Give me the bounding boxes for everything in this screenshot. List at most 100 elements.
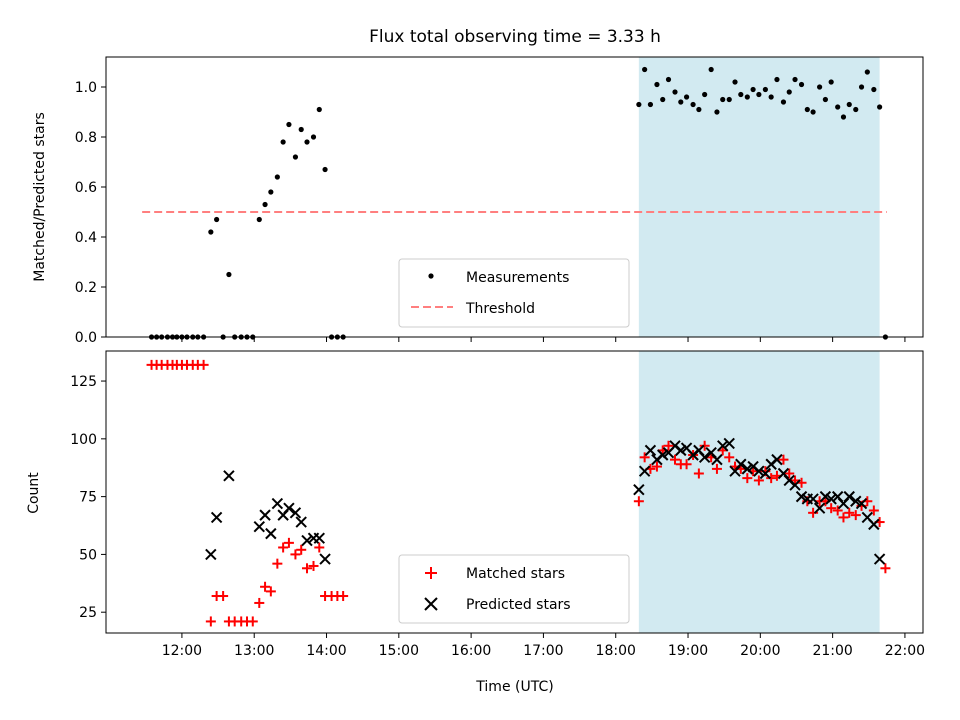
measurement-point [226, 271, 232, 278]
predicted-star-point [675, 444, 687, 457]
predicted-star-point [259, 509, 271, 521]
measurement-point [871, 86, 877, 93]
predicted-star-point [205, 548, 217, 561]
measurement-point [817, 84, 823, 90]
measurement-point [792, 76, 798, 83]
matched-star-point [711, 463, 722, 474]
measurement-point [846, 101, 852, 108]
measurement-point [654, 81, 660, 88]
measurement-point [756, 91, 762, 98]
matched-star-point [296, 544, 307, 555]
measurement-point [678, 99, 684, 105]
x-tick-label: 20:00 [740, 643, 780, 659]
top-plot-frame [105, 56, 924, 338]
measurement-point [750, 86, 756, 93]
predicted-star-point [638, 465, 651, 477]
matched-star-point [753, 475, 764, 486]
predicted-star-point [698, 451, 711, 464]
bottom-y-tick-label: 25 [79, 605, 97, 621]
measurement-point [672, 89, 678, 95]
predicted-star-point [289, 507, 302, 519]
top-y-tick-label: 0.6 [75, 180, 97, 196]
legend-matched-label: Matched stars [466, 566, 565, 582]
top-y-tick-label: 0.0 [75, 330, 97, 346]
matched-star-point [699, 440, 710, 451]
bottom-y-tick-label: 125 [70, 374, 97, 390]
matched-star-point [808, 507, 819, 518]
top-y-tick-label: 0.8 [75, 130, 97, 146]
measurement-point [774, 76, 780, 83]
measurement-point [732, 79, 738, 85]
predicted-stars-group [205, 437, 886, 565]
bottom-y-axis-label: Count [26, 472, 42, 514]
matched-star-point [784, 468, 795, 479]
measurement-point [768, 94, 774, 100]
predicted-star-point [265, 527, 277, 540]
measurement-point [786, 89, 792, 95]
measurement-point [286, 121, 292, 128]
matched-star-point [681, 459, 692, 470]
predicted-star-point [759, 467, 772, 480]
matched-star-point [778, 454, 789, 465]
measurement-point [877, 104, 883, 110]
legend-threshold-label: Threshold [465, 301, 535, 317]
predicted-star-point [825, 493, 837, 505]
x-tick-label: 19:00 [668, 643, 708, 659]
matched-star-point [663, 440, 674, 451]
measurement-point [310, 134, 317, 140]
matched-star-point [283, 537, 294, 548]
x-tick-label: 16:00 [451, 643, 491, 659]
predicted-star-point [319, 553, 331, 565]
bottom-y-tick-label: 100 [70, 432, 97, 448]
measurement-point [726, 96, 732, 103]
measurement-point [714, 109, 720, 115]
measurement-point [316, 106, 322, 113]
predicted-star-point [283, 502, 295, 514]
predicted-star-point [735, 458, 747, 470]
chart-title: Flux total observing time = 3.33 h [369, 27, 661, 47]
predicted-star-point [723, 437, 735, 450]
matched-star-point [850, 510, 861, 521]
measurement-point [256, 216, 262, 223]
matched-star-point [218, 591, 229, 602]
matched-star-point [766, 473, 777, 484]
predicted-star-point [795, 490, 808, 503]
bottom-plot-frame [105, 350, 924, 634]
predicted-star-point [301, 534, 313, 547]
measurement-point [660, 96, 666, 103]
measurement-point [683, 94, 690, 100]
bottom-panel: 25 50 75 100 125 12:00 13:00 14:00 15:00 16:00 17… [26, 350, 925, 695]
predicted-star-point [644, 444, 657, 457]
predicted-star-point [210, 511, 223, 524]
x-tick-label: 17:00 [523, 643, 563, 659]
predicted-star-point [819, 490, 832, 503]
matched-star-point [880, 563, 891, 574]
predicted-star-point [223, 470, 235, 482]
predicted-star-point [771, 453, 783, 466]
measurement-point [840, 114, 847, 120]
x-tick-label: 15:00 [379, 643, 419, 659]
x-tick-label: 18:00 [596, 643, 636, 659]
matched-star-point [724, 452, 735, 463]
measurement-point [804, 106, 810, 113]
bottom-y-tick-label: 50 [79, 547, 97, 563]
top-y-tick-label: 1.0 [75, 80, 97, 96]
legend-measurements-marker [428, 273, 434, 279]
predicted-star-point [789, 479, 801, 491]
bottom-x-ticks: 12:00 13:00 14:00 15:00 16:00 17:00 18:00 19:00… [162, 633, 925, 659]
predicted-star-point [753, 465, 765, 477]
x-tick-label: 22:00 [885, 643, 925, 659]
measurement-point [214, 216, 220, 223]
matched-stars-group [146, 359, 891, 627]
measurement-point [762, 86, 768, 93]
measurement-point [798, 81, 805, 88]
matched-star-point [868, 505, 879, 516]
measurement-point [280, 139, 286, 145]
x-tick-label: 13:00 [234, 643, 274, 659]
measurement-point [853, 106, 859, 113]
measurement-point [304, 139, 310, 145]
top-shaded-region [638, 57, 880, 337]
matched-star-point [651, 461, 662, 472]
x-tick-label: 14:00 [306, 643, 346, 659]
matched-star-point [639, 452, 650, 463]
